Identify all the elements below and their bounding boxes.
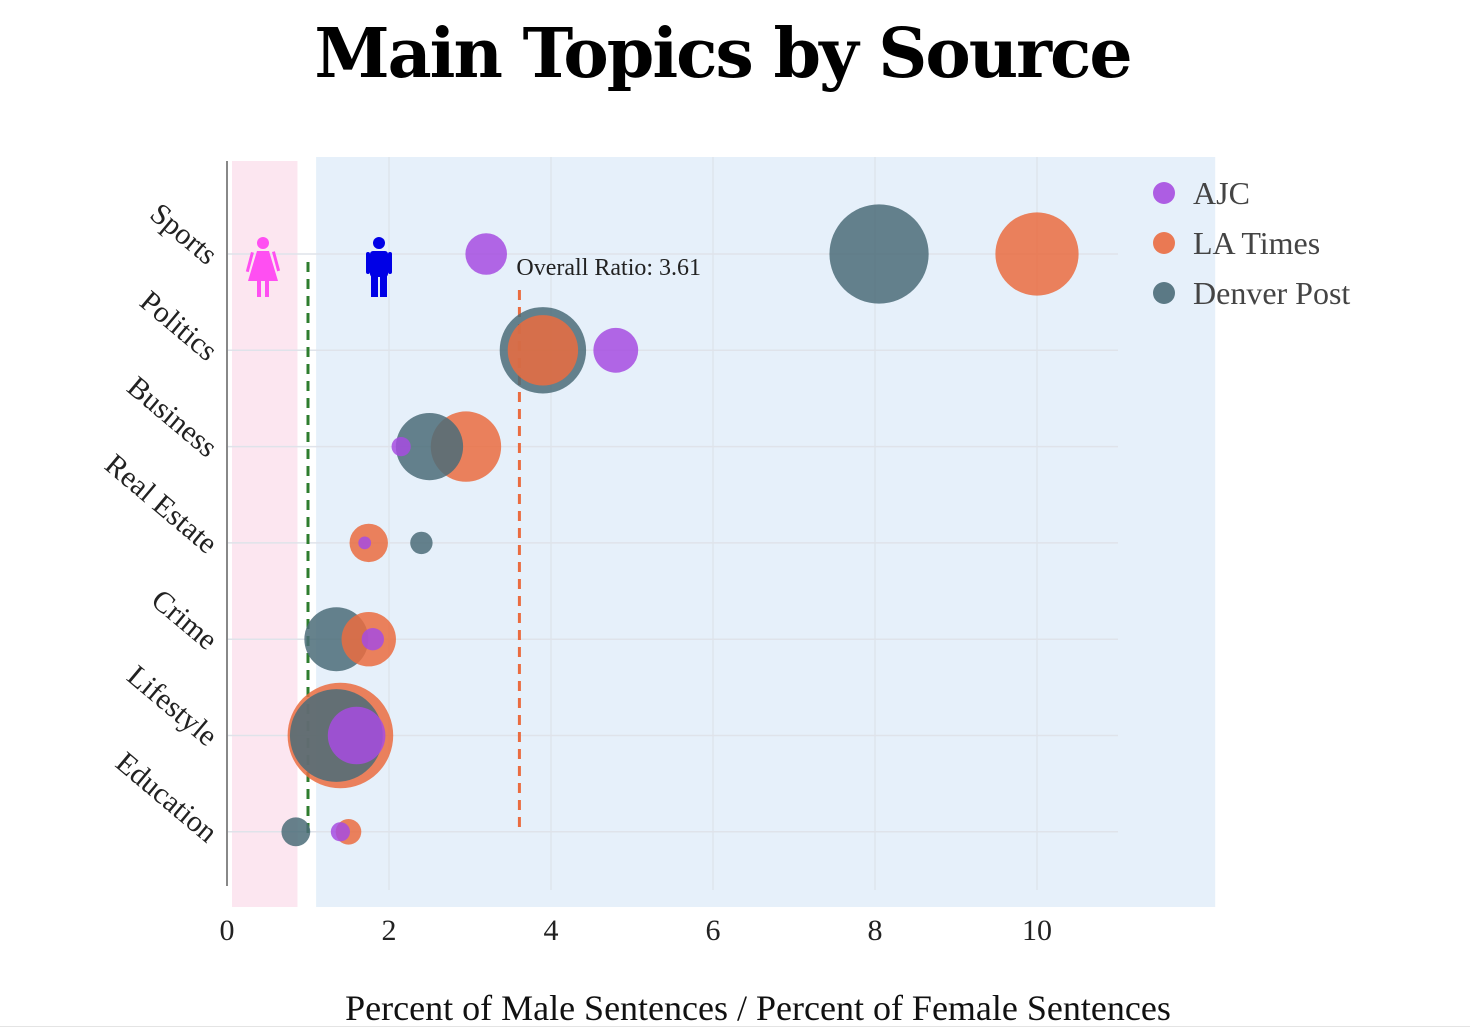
female-arm — [272, 251, 281, 272]
x-tick-label: 0 — [220, 914, 235, 947]
legend-swatch — [1153, 282, 1175, 304]
bubble-denver-post — [410, 531, 433, 555]
female-head — [257, 237, 269, 249]
female-leg — [257, 281, 261, 297]
bubble-denver-post — [829, 204, 929, 304]
female-region — [232, 161, 298, 907]
female-leg — [265, 281, 269, 297]
bubble-denver-post — [395, 413, 464, 481]
female-arm — [245, 252, 254, 273]
male-arm — [366, 252, 370, 274]
y-tick-label: Politics — [134, 285, 224, 368]
overall-ratio-annotation: Overall Ratio: 3.61 — [516, 255, 701, 281]
bubble-ajc — [593, 327, 639, 373]
bubble-ajc — [361, 628, 384, 651]
male-region — [316, 157, 1216, 907]
male-torso — [370, 251, 388, 277]
y-tick-label: Education — [109, 746, 223, 849]
y-tick-label: Lifestyle — [121, 659, 224, 753]
y-tick-label: Sports — [144, 197, 224, 272]
y-tick-label: Real Estate — [98, 448, 223, 561]
y-tick-label: Business — [121, 370, 224, 464]
male-figure-icon — [366, 237, 392, 297]
legend-label: AJC — [1193, 175, 1250, 211]
bubble-ajc — [358, 536, 372, 550]
x-tick-label: 10 — [1022, 914, 1052, 947]
bubble-ajc — [330, 822, 350, 842]
male-head — [373, 237, 385, 249]
female-figure-icon — [245, 237, 281, 297]
x-tick-label: 8 — [868, 914, 883, 947]
bubble-ajc — [465, 233, 508, 275]
y-tick-label: Crime — [145, 583, 224, 656]
chart-title: Main Topics by Source — [314, 14, 1132, 94]
x-tick-label: 2 — [382, 914, 397, 947]
legend-swatch — [1153, 232, 1175, 254]
male-arm — [388, 252, 392, 274]
bottom-divider — [0, 1026, 1470, 1027]
bubble-ajc — [391, 437, 411, 457]
male-leg — [371, 275, 378, 297]
male-leg — [380, 275, 387, 297]
bubble-la-times — [507, 315, 579, 386]
bubble-ajc — [327, 706, 386, 765]
female-dress — [248, 251, 278, 281]
bubble-denver-post — [281, 817, 311, 847]
x-axis-label: Percent of Male Sentences / Percent of F… — [345, 988, 1171, 1028]
bubble-la-times — [995, 212, 1079, 296]
x-tick-label: 6 — [706, 914, 721, 947]
legend-label: LA Times — [1193, 225, 1320, 261]
legend-label: Denver Post — [1193, 275, 1350, 311]
x-tick-label: 4 — [544, 914, 559, 947]
legend-swatch — [1153, 182, 1175, 204]
